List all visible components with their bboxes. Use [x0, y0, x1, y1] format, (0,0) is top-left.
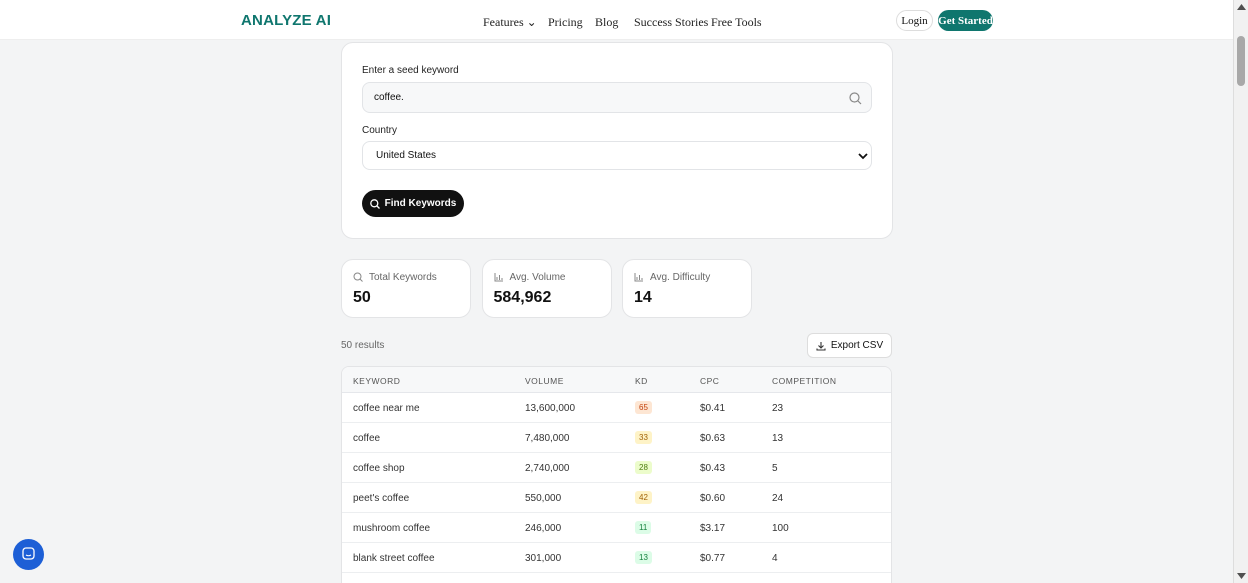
table-cell: 2,740,000: [525, 463, 570, 474]
find-button[interactable]: Find Keywords: [362, 190, 464, 217]
table-row[interactable]: coffee near me 13,600,000 65 $0.41 23: [342, 393, 891, 423]
stat-icon: [494, 273, 503, 282]
column-header: COMPETITION: [772, 376, 837, 386]
column-header: KEYWORD: [353, 376, 401, 386]
table-row[interactable]: blank street coffee 301,000 13 $0.77 4: [342, 543, 891, 573]
stat-label: Avg. Difficulty: [650, 272, 711, 283]
kd-badge: 11: [635, 521, 652, 534]
nav-bar: ANALYZE AI Features ⌄ Pricing Blog Succe…: [0, 0, 1233, 40]
download-icon: [816, 341, 826, 351]
kd-badge: 13: [635, 551, 652, 564]
table-cell: $3.17: [700, 523, 726, 534]
scrollbar[interactable]: [1233, 0, 1248, 583]
stat-value: 50: [353, 289, 371, 306]
country-select[interactable]: United States: [362, 141, 872, 170]
table-cell: coffee: [353, 433, 381, 444]
table-cell: 13: [772, 433, 784, 444]
table-cell: 5: [772, 463, 778, 474]
table-cell: blank street coffee: [353, 553, 435, 564]
stat-card: Total Keywords 50: [341, 259, 471, 318]
table-cell: coffee shop: [353, 463, 405, 474]
kd-badge: 33: [635, 431, 652, 444]
table-cell: $0.60: [700, 493, 726, 504]
keyword-label: Enter a seed keyword: [362, 65, 459, 76]
input-value: coffee.: [374, 92, 404, 103]
stat-label: Total Keywords: [369, 272, 437, 283]
table-row[interactable]: coffee shop 2,740,000 28 $0.43 5: [342, 453, 891, 483]
kd-badge: 28: [635, 461, 652, 474]
kd-badge: 65: [635, 401, 652, 414]
get-started-button[interactable]: Get Started: [938, 10, 993, 31]
table-cell: $0.41: [700, 403, 726, 414]
table-row: [342, 573, 891, 583]
search-icon: [369, 198, 380, 209]
table-cell: 24: [772, 493, 784, 504]
table-row[interactable]: mushroom coffee 246,000 11 $3.17 100: [342, 513, 891, 543]
table-cell: peet's coffee: [353, 493, 410, 504]
button-text: Export CSV: [830, 340, 884, 351]
table-cell: coffee near me: [353, 403, 420, 414]
table-cell: $0.63: [700, 433, 726, 444]
table-cell: mushroom coffee: [353, 523, 431, 534]
table-cell: 4: [772, 553, 778, 564]
chat-button[interactable]: [13, 539, 44, 570]
stat-icon: [353, 272, 363, 282]
stat-card: Avg. Volume 584,962: [481, 259, 612, 318]
table-cell: 23: [772, 403, 784, 414]
export-button[interactable]: Export CSV: [807, 333, 892, 358]
table-cell: 246,000: [525, 523, 562, 534]
table-header: KEYWORD VOLUME KD CPC COMPETITION: [342, 367, 891, 393]
scroll-down[interactable]: [1237, 573, 1246, 579]
nav-link[interactable]: Free Tools: [711, 15, 762, 29]
scroll-up[interactable]: [1237, 4, 1246, 10]
search-icon: [849, 92, 862, 105]
nav-link[interactable]: Features ⌄: [483, 15, 537, 29]
keyword-input[interactable]: coffee.: [362, 82, 872, 113]
select-value: United States: [376, 150, 437, 161]
table-cell: 301,000: [525, 553, 562, 564]
table-row[interactable]: peet's coffee 550,000 42 $0.60 24: [342, 483, 891, 513]
keyword-table: KEYWORD VOLUME KD CPC COMPETITION coffee near…: [341, 366, 892, 583]
nav-link[interactable]: Blog: [595, 15, 619, 29]
table-cell: $0.43: [700, 463, 726, 474]
login-button[interactable]: Login: [896, 10, 933, 31]
nav-link-text: Features: [483, 15, 524, 29]
stat-card: Avg. Difficulty 14: [622, 259, 752, 318]
table-cell: 550,000: [525, 493, 562, 504]
stat-label: Avg. Volume: [509, 272, 566, 283]
stat-icon: [634, 273, 643, 282]
table-cell: 7,480,000: [525, 433, 570, 444]
column-header: CPC: [700, 376, 720, 386]
nav-link[interactable]: Pricing: [548, 15, 583, 29]
scroll-thumb[interactable]: [1237, 36, 1245, 86]
results-count: 50 results: [341, 340, 385, 351]
stat-value: 584,962: [493, 289, 552, 306]
column-header: VOLUME: [525, 376, 564, 386]
table-row[interactable]: coffee 7,480,000 33 $0.63 13: [342, 423, 891, 453]
chevron: [858, 153, 868, 160]
table-cell: 13,600,000: [525, 403, 576, 414]
table-cell: $0.77: [700, 553, 726, 564]
column-header: KD: [635, 376, 648, 386]
nav-link[interactable]: Success Stories: [634, 15, 709, 29]
table-cell: 100: [772, 523, 789, 534]
button-text: Find Keywords: [384, 198, 457, 209]
kd-badge: 42: [635, 491, 652, 504]
stat-value: 14: [634, 289, 652, 306]
logo[interactable]: ANALYZE AI: [241, 12, 332, 29]
chat-icon: [22, 547, 35, 560]
country-label: Country: [362, 125, 398, 136]
